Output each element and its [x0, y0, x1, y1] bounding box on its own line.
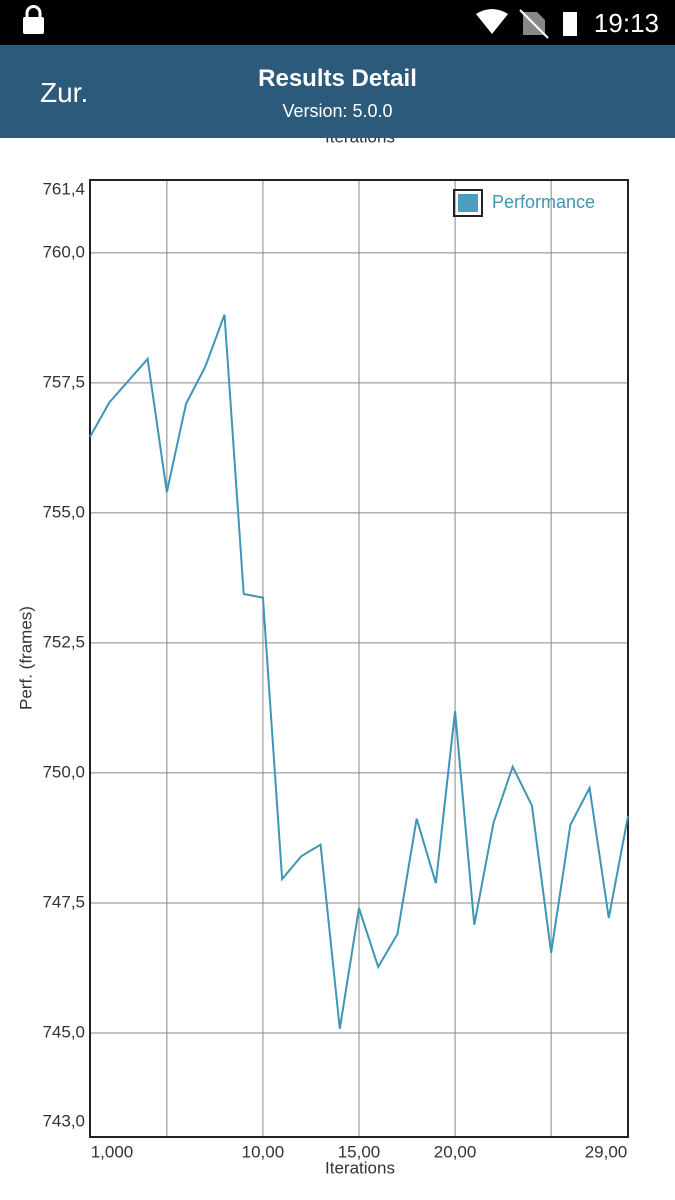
sim-slash: [519, 9, 549, 39]
screen-title: Results Detail: [258, 65, 417, 92]
screen-subtitle: Version: 5.0.0: [282, 101, 393, 121]
app-bar: Zur. Results Detail Version: 5.0.0: [0, 45, 675, 138]
x-tick-label: 15,00: [338, 1142, 381, 1161]
plot-frame: [89, 179, 629, 1138]
data-line: [89, 314, 629, 1029]
x-axis-label: Iterations: [325, 1158, 395, 1177]
x-tick-label: 29,00: [585, 1142, 628, 1161]
y-axis-label: Perf. (frames): [16, 606, 35, 710]
status-bar: 19:13: [0, 0, 675, 45]
grid: [90, 180, 628, 1137]
y-tick-label: 757,5: [42, 372, 85, 391]
y-tick-label: 760,0: [42, 242, 85, 261]
x-tick-label: 20,00: [434, 1142, 477, 1161]
x-tick-label: 1,000: [91, 1142, 134, 1161]
y-tick-label: 747,5: [42, 892, 85, 911]
legend-swatch-border: [453, 189, 483, 217]
status-icons: [23, 5, 44, 34]
x-tick-label: 10,00: [242, 1142, 285, 1161]
lock-icon: [23, 17, 44, 34]
lock-shackle: [25, 5, 42, 17]
y-tick-label: 745,0: [42, 1022, 85, 1041]
legend-label: Performance: [492, 192, 595, 212]
wifi-icon: [476, 9, 508, 34]
y-tick-label: 755,0: [42, 502, 85, 521]
legend-swatch: [458, 194, 478, 212]
status-icons-right: [476, 9, 577, 39]
battery-icon: [563, 12, 577, 36]
back-button[interactable]: Zur.: [40, 77, 89, 108]
y-tick-label: 743,0: [42, 1111, 85, 1130]
y-tick-label: 761,4: [42, 179, 85, 198]
clock: 19:13: [593, 8, 659, 38]
y-tick-label: 752,5: [42, 632, 85, 651]
y-tick-label: 750,0: [42, 762, 85, 781]
